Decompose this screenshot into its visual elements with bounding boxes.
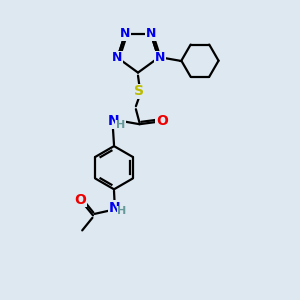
Text: H: H — [116, 120, 125, 130]
Text: N: N — [120, 27, 130, 40]
Text: N: N — [155, 51, 165, 64]
Text: N: N — [109, 201, 120, 215]
Text: N: N — [108, 114, 119, 128]
Text: O: O — [74, 193, 86, 207]
Text: N: N — [146, 27, 156, 40]
Text: N: N — [112, 51, 123, 64]
Text: S: S — [134, 84, 145, 98]
Text: H: H — [117, 206, 126, 217]
Text: O: O — [156, 114, 168, 128]
